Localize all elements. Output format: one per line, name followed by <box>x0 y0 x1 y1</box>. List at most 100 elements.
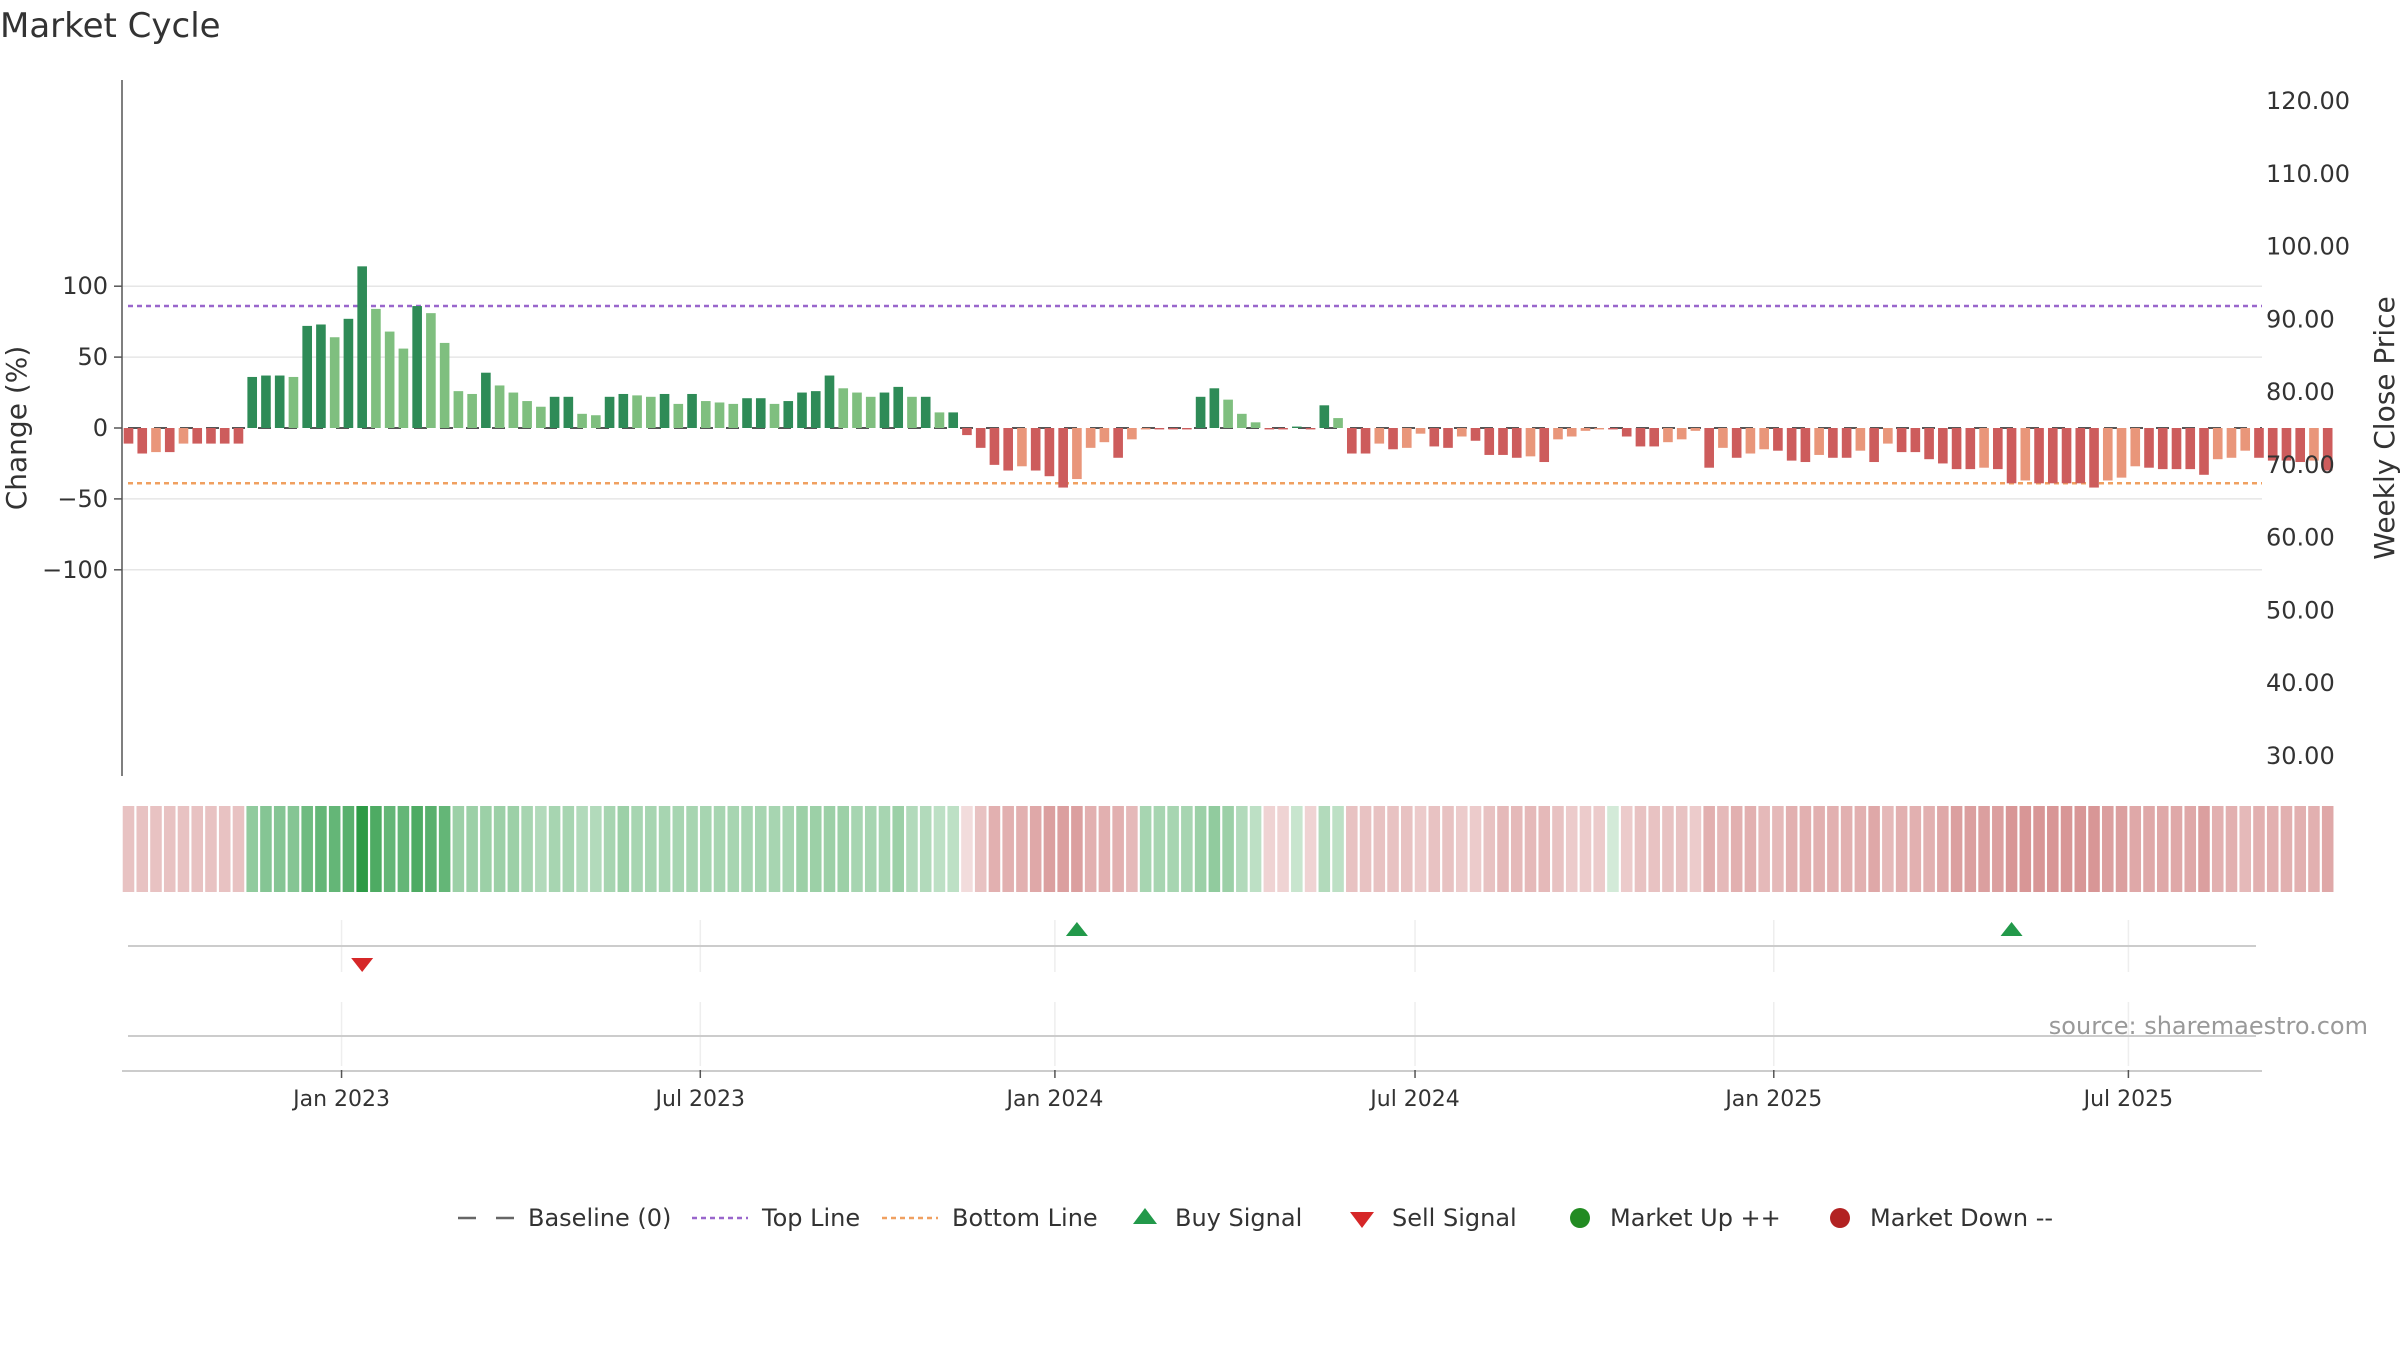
change-bar <box>1855 428 1866 451</box>
heat-cell <box>672 806 685 892</box>
heat-cell <box>1181 806 1193 892</box>
heat-cell <box>466 806 478 892</box>
change-bar <box>1401 428 1412 448</box>
change-bar <box>2130 428 2141 467</box>
heat-cell <box>1964 806 1977 892</box>
y-axis-right-label: Weekly Close Price <box>2368 296 2400 559</box>
change-bar <box>2034 428 2044 484</box>
heat-cell <box>1084 806 1097 892</box>
change-bar <box>645 396 656 428</box>
buy-signal-marker <box>2000 922 2023 936</box>
change-bar <box>1566 428 1577 437</box>
heat-cell <box>1799 806 1812 892</box>
heat-cell <box>1648 806 1660 892</box>
legend-label: Top Line <box>761 1204 860 1232</box>
change-bar <box>412 306 422 428</box>
change-bar <box>1058 428 1068 488</box>
x-tick-label: Jan 2023 <box>291 1087 390 1112</box>
heat-cell <box>1620 806 1633 892</box>
change-bar <box>1374 428 1385 444</box>
change-bar <box>1635 428 1646 447</box>
change-bar <box>893 386 904 428</box>
change-bar <box>206 428 216 444</box>
heat-cell <box>1469 806 1482 892</box>
legend-label: Sell Signal <box>1392 1204 1517 1232</box>
legend: Baseline (0) Top Line Bottom Line Buy Signa… <box>458 1204 2053 1232</box>
change-bar <box>2267 428 2278 461</box>
heat-cell <box>2211 806 2224 892</box>
heat-cell <box>507 806 520 892</box>
change-bar <box>2089 428 2099 488</box>
y-axis-left-label: Change (%) <box>0 346 33 511</box>
change-bar <box>192 428 203 444</box>
change-bar <box>1415 428 1426 434</box>
heat-cell <box>1868 806 1880 892</box>
legend-item-market-up: Market Up ++ <box>1570 1204 1781 1232</box>
change-bar <box>2075 428 2086 484</box>
x-tick-label: Jul 2025 <box>2082 1087 2174 1112</box>
change-bar <box>1828 428 1838 458</box>
change-bar <box>2185 428 2196 470</box>
heat-cell <box>1414 806 1427 892</box>
change-bar <box>1319 405 1330 428</box>
change-bar <box>123 428 134 444</box>
change-bar <box>769 403 780 428</box>
heat-cell <box>2115 806 2128 892</box>
y-right-tick-label: 50.00 <box>2266 596 2335 624</box>
change-bar <box>728 403 739 428</box>
heat-cell <box>2047 806 2059 892</box>
change-bar <box>1869 428 1879 463</box>
heat-cell <box>562 806 575 892</box>
y-left-tick-label: 50 <box>77 343 108 371</box>
heat-cell <box>205 806 217 892</box>
heat-cell <box>878 806 891 892</box>
change-bar <box>2171 428 2182 470</box>
change-bar <box>1237 413 1247 428</box>
change-bar <box>810 391 821 428</box>
heat-cell <box>246 806 258 892</box>
chart-title: Market Cycle <box>0 6 221 46</box>
change-bar <box>1553 428 1563 440</box>
heat-cell <box>933 806 946 892</box>
change-bar <box>2199 428 2209 475</box>
change-bar <box>1924 428 1934 460</box>
change-bar <box>989 428 1000 465</box>
heat-cell <box>1785 806 1798 892</box>
heat-cell <box>383 806 396 892</box>
heat-cell <box>892 806 904 892</box>
heat-cell <box>2143 806 2155 892</box>
change-bar <box>2309 428 2319 461</box>
heat-cell <box>1455 806 1468 892</box>
change-bar <box>2226 428 2237 458</box>
change-bar <box>1388 428 1398 450</box>
change-bar <box>1814 428 1824 455</box>
heat-cell <box>1813 806 1825 892</box>
change-bar <box>371 308 381 428</box>
change-bar <box>1127 428 1137 440</box>
heat-cell <box>1950 806 1963 892</box>
source-note: source: sharemaestro.com <box>2049 1012 2368 1040</box>
change-bar <box>343 318 354 428</box>
change-bar <box>233 428 244 444</box>
heat-cell <box>1373 806 1386 892</box>
heat-cell <box>700 806 712 892</box>
y-right-tick-label: 60.00 <box>2266 524 2335 552</box>
change-bar <box>261 375 271 428</box>
change-bar <box>398 348 409 428</box>
heat-cell <box>2294 806 2306 892</box>
change-bar <box>1718 428 1728 448</box>
heat-cell <box>1029 806 1042 892</box>
change-bar <box>1140 428 1151 430</box>
legend-item-bottom-line: Bottom Line <box>882 1204 1098 1232</box>
change-bar <box>2144 428 2154 468</box>
heat-cell <box>1222 806 1234 892</box>
heat-strip <box>122 806 2334 892</box>
legend-item-market-down: Market Down -- <box>1830 1204 2053 1232</box>
change-bar <box>1099 428 1110 443</box>
heat-cell <box>2239 806 2252 892</box>
grid-lines <box>122 285 2262 571</box>
heat-cell <box>2225 806 2238 892</box>
change-bar <box>673 403 684 428</box>
heat-cell <box>1318 806 1331 892</box>
change-bar <box>453 391 464 428</box>
